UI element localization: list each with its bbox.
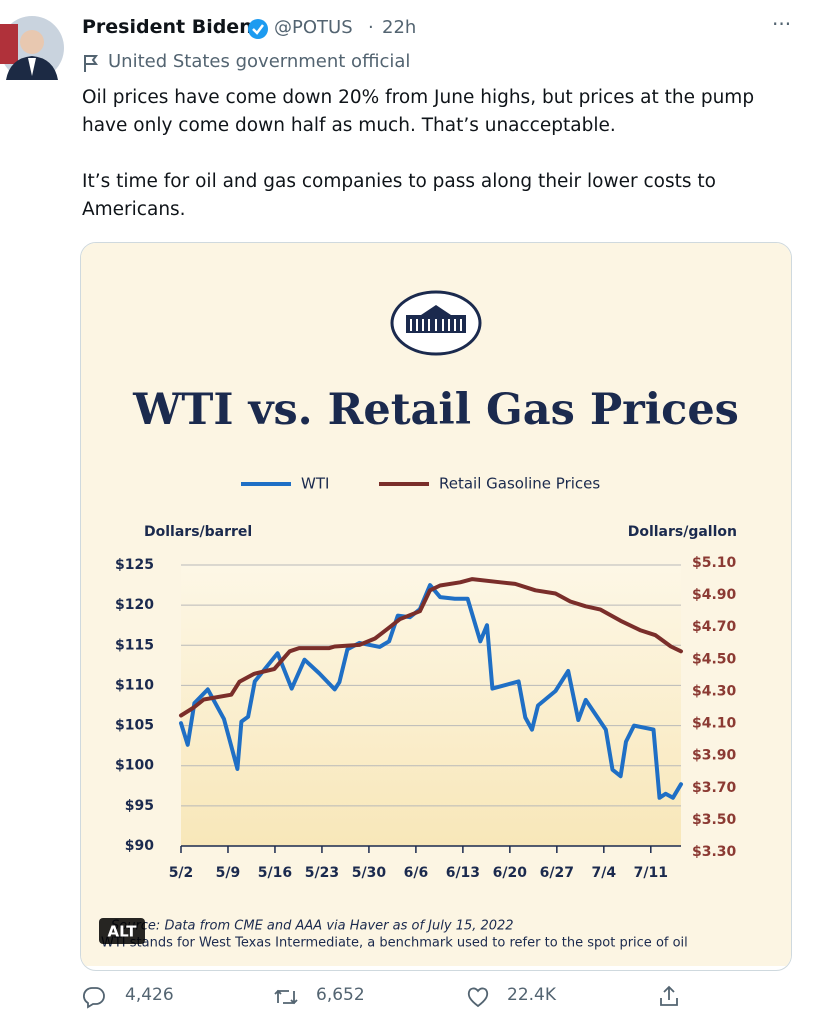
y2-tick-label: $4.70 [692,619,737,635]
more-button[interactable]: ··· [772,12,792,36]
retweet-count[interactable]: 6,652 [316,985,365,1005]
series-line [179,583,683,800]
x-tick-label: 5/23 [305,865,339,881]
tweet-text: It’s time for oil and gas companies to p… [82,171,716,220]
white-house-logo [390,290,482,356]
x-tick-label: 5/2 [169,865,194,881]
separator: · [368,17,374,38]
y2-tick-label: $4.90 [692,587,737,603]
like-count[interactable]: 22.4K [507,985,556,1005]
y2-tick-label: $3.50 [692,812,737,828]
flag-icon [84,55,98,72]
timestamp[interactable]: 22h [382,17,417,38]
x-tick-label: 7/4 [592,865,617,881]
y-tick-label: $95 [125,798,154,814]
y-tick-label: $125 [115,557,154,573]
x-tick-label: 6/13 [446,865,480,881]
x-tick-label: 5/30 [352,865,387,881]
chart: WTI vs. Retail Gas Prices Dollars/barrel… [81,243,791,966]
reply-count[interactable]: 4,426 [125,985,174,1005]
media-card[interactable]: WTI vs. Retail Gas Prices Dollars/barrel… [80,242,792,971]
x-tick-label: 5/9 [216,865,241,881]
series-line [179,577,683,718]
y2-tick-label: $3.90 [692,748,737,764]
y2-tick-label: $4.10 [692,716,737,732]
y-axis-label: Dollars/barrel [144,524,252,540]
x-tick-label: 6/27 [540,865,574,881]
x-tick-label: 5/16 [258,865,292,881]
reply-icon[interactable] [82,985,106,1009]
share-icon[interactable] [657,984,681,1008]
avatar[interactable] [0,14,66,82]
y2-tick-label: $5.10 [692,555,737,571]
y2-tick-label: $3.30 [692,844,737,860]
y2-tick-label: $4.50 [692,651,737,667]
y-tick-label: $100 [115,758,154,774]
y-tick-label: $115 [115,637,154,653]
legend-label: Retail Gasoline Prices [439,475,600,493]
alt-badge[interactable] [99,918,145,944]
chart-layer: $90 $95 $100 $105 $110 $115 $120 $125 $3.30 $3.50… [115,475,737,882]
y2-tick-label: $4.30 [692,683,737,699]
author-handle[interactable]: @POTUS [274,17,353,38]
author-name[interactable]: President Biden [82,16,253,38]
y2-axis-label: Dollars/gallon [628,524,737,540]
tweet-text: Oil prices have come down 20% from June … [82,87,755,136]
x-tick-label: 6/20 [493,865,528,881]
source-note: Source: Data from CME and AAA via Haver … [111,919,514,934]
y-tick-label: $105 [115,718,154,734]
y-tick-label: $90 [125,838,154,854]
chart-title: WTI vs. Retail Gas Prices [132,385,739,435]
footnote: WTI stands for West Texas Intermediate, … [101,936,688,951]
retweet-icon[interactable] [273,985,299,1009]
y-tick-label: $110 [115,677,154,693]
y-tick-label: $120 [115,597,154,613]
legend-label: WTI [301,475,329,493]
like-icon[interactable] [466,985,490,1009]
x-tick-label: 6/6 [404,865,429,881]
plot-area [181,565,681,846]
verified-badge [248,19,268,39]
y2-tick-label: $3.70 [692,780,737,796]
x-tick-label: 7/11 [634,865,668,881]
account-label: United States government official [108,51,411,72]
alt-badge-text[interactable]: ALT [108,923,138,941]
